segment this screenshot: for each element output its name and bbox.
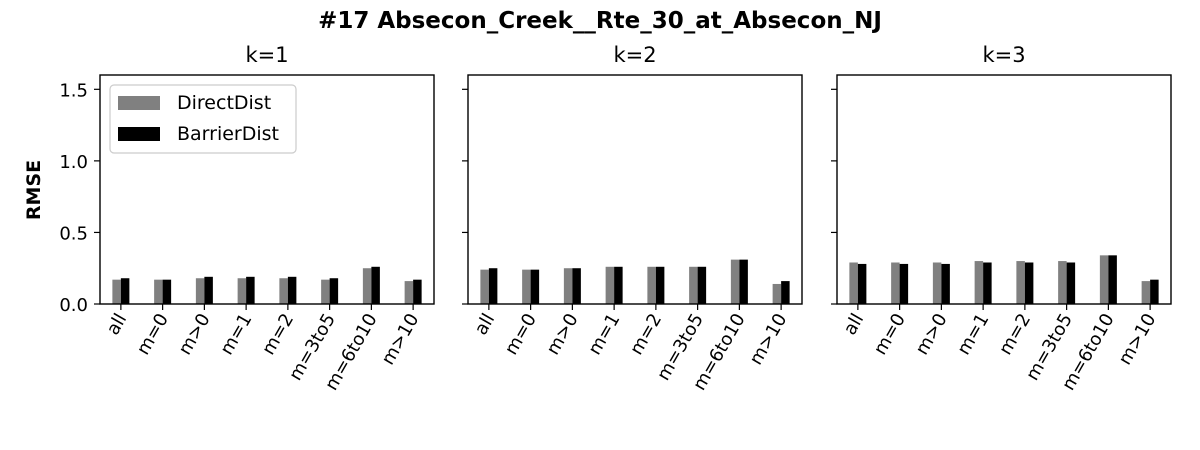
bar-directdist-m=2 xyxy=(647,266,656,304)
x-tick-label: m>10 xyxy=(1115,310,1161,369)
bar-directdist-m=3to5 xyxy=(689,266,698,304)
legend: DirectDist BarrierDist xyxy=(109,84,297,154)
bar-directdist-m=3to5 xyxy=(1058,261,1067,304)
x-tick-label: m=0 xyxy=(870,310,910,359)
bar-directdist-all xyxy=(849,262,858,304)
x-tick-label: m=0 xyxy=(133,310,173,359)
bar-directdist-m=3to5 xyxy=(321,279,330,304)
bar-directdist-m>0 xyxy=(932,262,942,304)
y-tick-label: 1.5 xyxy=(59,80,88,101)
bar-barrierdist-all xyxy=(857,263,867,304)
x-tick-label: all xyxy=(470,310,499,339)
bar-directdist-m=0 xyxy=(891,262,900,304)
bar-directdist-m=2 xyxy=(1016,261,1025,304)
bar-directdist-m=1 xyxy=(605,266,615,304)
x-tick-label: m=1 xyxy=(216,310,256,359)
bar-barrierdist-m>0 xyxy=(941,263,950,304)
bar-barrierdist-m=6to10 xyxy=(371,266,380,304)
bar-barrierdist-m=3to5 xyxy=(1066,262,1076,304)
y-tick-label: 1.0 xyxy=(59,152,88,173)
bar-directdist-m=1 xyxy=(237,278,247,304)
bar-barrierdist-m=6to10 xyxy=(1108,255,1117,304)
panel-title: k=3 xyxy=(982,43,1025,67)
bar-barrierdist-all xyxy=(488,268,498,304)
bar-directdist-m>0 xyxy=(195,278,205,304)
bar-barrierdist-m=1 xyxy=(983,262,992,304)
x-tick-label: m>10 xyxy=(378,310,424,369)
bar-barrierdist-m>10 xyxy=(781,281,790,304)
bar-barrierdist-m>10 xyxy=(413,279,422,304)
legend-swatch-directdist xyxy=(118,96,160,110)
legend-label: DirectDist xyxy=(177,92,271,114)
bar-barrierdist-m>0 xyxy=(204,276,213,304)
bar-barrierdist-m=0 xyxy=(899,263,909,304)
bar-directdist-m>10 xyxy=(772,283,782,304)
panel-title: k=2 xyxy=(613,43,656,67)
legend-label: BarrierDist xyxy=(177,123,279,145)
bar-barrierdist-m=0 xyxy=(530,269,540,304)
figure-title: #17 Absecon_Creek__Rte_30_at_Absecon_NJ xyxy=(318,8,882,34)
bar-directdist-m=6to10 xyxy=(730,259,740,304)
bar-barrierdist-m=1 xyxy=(246,276,255,304)
x-tick-label: m>0 xyxy=(911,310,951,359)
y-axis-label: RMSE xyxy=(23,160,45,220)
bar-directdist-m=6to10 xyxy=(1099,255,1109,304)
bar-barrierdist-m=3to5 xyxy=(329,278,339,304)
bar-barrierdist-all xyxy=(120,278,130,304)
bar-barrierdist-m=2 xyxy=(1024,262,1034,304)
x-tick-label: m=2 xyxy=(626,310,666,359)
panel-title: k=1 xyxy=(245,43,288,67)
x-tick-label: m=1 xyxy=(953,310,993,359)
bar-directdist-m>10 xyxy=(1141,281,1151,304)
bar-directdist-m=1 xyxy=(974,261,984,304)
bar-barrierdist-m=2 xyxy=(287,276,297,304)
x-tick-label: m>0 xyxy=(174,310,214,359)
y-tick-label: 0.0 xyxy=(59,295,88,316)
x-tick-label: m=2 xyxy=(258,310,298,359)
bar-directdist-all xyxy=(112,279,121,304)
x-tick-label: all xyxy=(102,310,131,339)
bar-barrierdist-m>10 xyxy=(1150,279,1159,304)
y-tick-label: 0.5 xyxy=(59,223,88,244)
x-tick-label: all xyxy=(839,310,868,339)
bar-directdist-m>0 xyxy=(563,268,573,304)
x-tick-label: m>10 xyxy=(746,310,792,369)
bar-barrierdist-m=6to10 xyxy=(739,259,748,304)
bar-barrierdist-m=2 xyxy=(655,266,665,304)
bar-barrierdist-m=0 xyxy=(162,279,172,304)
bar-directdist-all xyxy=(480,269,489,304)
bar-directdist-m=6to10 xyxy=(362,268,372,304)
legend-swatch-barrierdist xyxy=(118,127,160,141)
bar-directdist-m=2 xyxy=(279,278,288,304)
bar-directdist-m=0 xyxy=(522,269,531,304)
bar-barrierdist-m=3to5 xyxy=(697,266,707,304)
plot-frame xyxy=(99,74,435,305)
x-tick-label: m>0 xyxy=(542,310,582,359)
bar-barrierdist-m=1 xyxy=(614,266,623,304)
x-tick-label: m=2 xyxy=(995,310,1035,359)
x-tick-label: m=1 xyxy=(584,310,624,359)
bar-barrierdist-m>0 xyxy=(572,268,581,304)
x-tick-label: m=0 xyxy=(501,310,541,359)
bar-directdist-m=0 xyxy=(154,279,163,304)
plot-frame xyxy=(467,74,803,305)
bar-directdist-m>10 xyxy=(404,281,414,304)
plot-frame xyxy=(836,74,1172,305)
